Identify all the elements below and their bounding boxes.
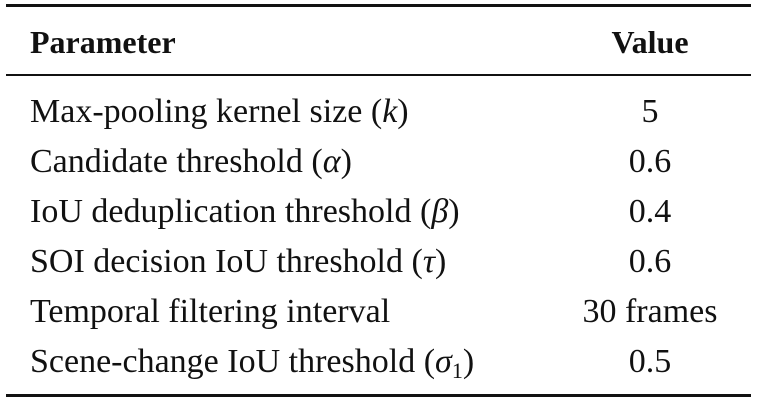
table-row: Scene-change IoU threshold (σ1) 0.5 (6, 337, 751, 387)
header-value: Value (611, 24, 689, 60)
value-cell: 0.4 (628, 193, 672, 230)
parameter-symbol: σ (435, 343, 452, 380)
header-parameter: Parameter (30, 24, 176, 60)
parameter-cell: Max-pooling kernel size (k) (30, 93, 409, 130)
table-row: IoU deduplication threshold (β) 0.4 (6, 187, 751, 237)
parameter-label: Temporal filtering interval (30, 293, 391, 330)
table-header-row: Parameter Value (6, 17, 751, 67)
table-row: Temporal filtering interval 30 frames (6, 287, 751, 337)
parameter-symbol: k (382, 93, 398, 130)
value-cell: 0.6 (628, 243, 672, 280)
value-cell: 0.6 (628, 143, 672, 180)
value-cell: 30 frames (582, 293, 718, 330)
parameter-subscript: 1 (451, 358, 463, 383)
parameter-label: IoU deduplication threshold (30, 193, 412, 230)
value-cell: 0.5 (628, 343, 672, 380)
table-row: SOI decision IoU threshold (τ) 0.6 (6, 237, 751, 287)
parameter-symbol: β (431, 193, 449, 230)
parameter-table: Parameter Value Max-pooling kernel size … (6, 0, 751, 401)
parameter-cell: IoU deduplication threshold (β) (30, 193, 460, 230)
table-bottom-rule (6, 394, 751, 397)
parameter-label: Candidate threshold (30, 143, 303, 180)
parameter-cell: Scene-change IoU threshold (σ1) (30, 343, 475, 383)
parameter-cell: SOI decision IoU threshold (τ) (30, 243, 447, 280)
parameter-cell: Temporal filtering interval (30, 287, 390, 337)
parameter-symbol: τ (422, 243, 436, 280)
table-top-rule (6, 4, 751, 7)
parameter-symbol: α (322, 143, 341, 180)
parameter-label: Scene-change IoU threshold (30, 343, 416, 380)
value-cell: 5 (641, 93, 659, 130)
parameter-label: Max-pooling kernel size (30, 93, 363, 130)
table-row: Max-pooling kernel size (k) 5 (6, 87, 751, 137)
parameter-label: SOI decision IoU threshold (30, 243, 404, 280)
parameter-cell: Candidate threshold (α) (30, 143, 352, 180)
table-row: Candidate threshold (α) 0.6 (6, 137, 751, 187)
table-header-rule (6, 74, 751, 76)
